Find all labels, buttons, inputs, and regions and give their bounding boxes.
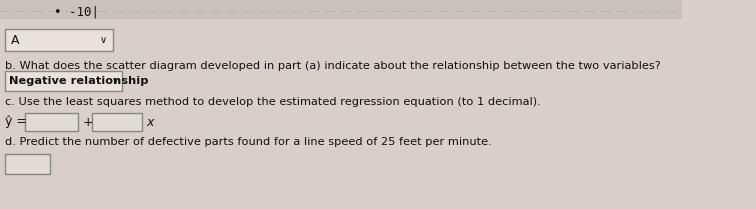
FancyBboxPatch shape: [0, 0, 682, 19]
Text: c. Use the least squares method to develop the estimated regression equation (to: c. Use the least squares method to devel…: [5, 97, 541, 107]
Text: ŷ =: ŷ =: [5, 116, 26, 129]
Text: d. Predict the number of defective parts found for a line speed of 25 feet per m: d. Predict the number of defective parts…: [5, 137, 491, 147]
FancyBboxPatch shape: [5, 71, 122, 91]
Text: +: +: [83, 116, 94, 129]
FancyBboxPatch shape: [5, 29, 113, 51]
Text: A: A: [11, 33, 20, 46]
FancyBboxPatch shape: [5, 154, 50, 174]
Text: ∨: ∨: [99, 35, 107, 45]
Text: • -10|: • -10|: [54, 5, 99, 19]
FancyBboxPatch shape: [92, 113, 141, 131]
Text: Negative relationship: Negative relationship: [9, 76, 148, 86]
FancyBboxPatch shape: [25, 113, 78, 131]
Text: ∨: ∨: [112, 76, 119, 86]
Text: x: x: [146, 116, 153, 129]
Text: b. What does the scatter diagram developed in part (a) indicate about the relati: b. What does the scatter diagram develop…: [5, 61, 660, 71]
